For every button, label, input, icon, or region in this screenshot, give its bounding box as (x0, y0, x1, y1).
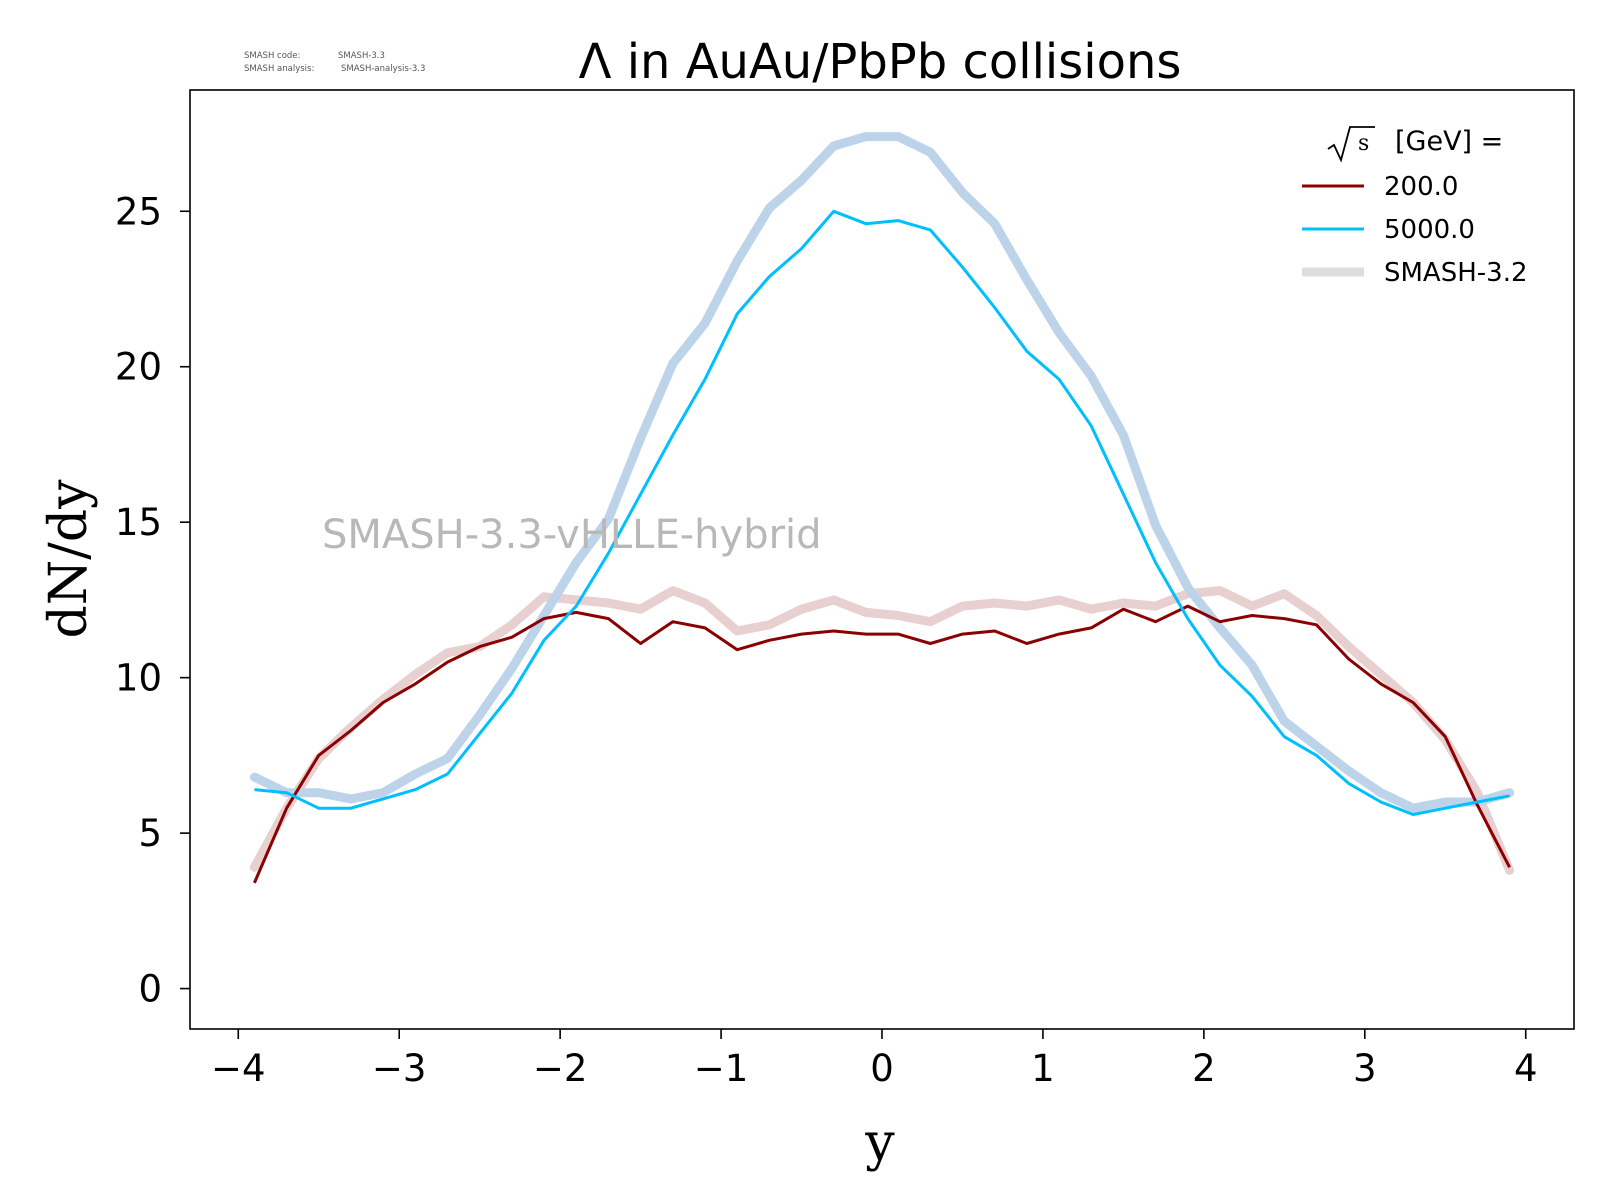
sqrt-symbol-icon (1327, 126, 1375, 163)
x-axis: −4 −3 −2 −1 0 1 2 3 4 (211, 1029, 1537, 1090)
series-line-200-0 (253, 604, 1511, 884)
x-tick-label: 3 (1353, 1047, 1377, 1090)
chart-title: Λ in AuAu/PbPb collisions (579, 34, 1182, 90)
plot-frame (189, 89, 1575, 1030)
y-tick-label: 25 (115, 190, 162, 233)
x-tick-label: 2 (1192, 1047, 1216, 1090)
legend: s [GeV] = 200.0 5000.0 SMASH-3.2 (1302, 126, 1528, 288)
meta-code-value: SMASH-3.3 (338, 51, 385, 61)
legend-label: 5000.0 (1384, 215, 1475, 245)
y-tick-label: 0 (138, 968, 162, 1011)
x-tick-label: 0 (870, 1047, 894, 1090)
legend-title-sqrt-var: s (1358, 131, 1369, 156)
meta-analysis-value: SMASH-analysis-3.3 (341, 64, 425, 74)
reference-line-2 (249, 132, 1515, 813)
meta-analysis-label: SMASH analysis: (244, 64, 314, 74)
series-line-5000-0 (254, 209, 1510, 816)
y-tick-label: 15 (115, 501, 162, 544)
x-tick-label: −4 (211, 1047, 266, 1090)
x-tick-label: −2 (533, 1047, 588, 1090)
y-axis-label: dN/dy (39, 479, 99, 639)
y-axis: 0 5 10 15 20 25 (115, 190, 190, 1011)
watermark: SMASH-3.3-vHLLE-hybrid (322, 512, 822, 558)
y-tick-label: 20 (115, 346, 162, 389)
x-tick-label: −3 (372, 1047, 427, 1090)
legend-label: SMASH-3.2 (1384, 258, 1528, 288)
x-axis-label: y (864, 1113, 895, 1173)
smash-meta: SMASH code: SMASH-3.3 SMASH analysis: SM… (244, 51, 425, 74)
legend-title: s [GeV] = (1327, 126, 1503, 163)
reference-line-1 (249, 586, 1515, 875)
y-tick-label: 5 (138, 812, 162, 855)
y-tick-label: 10 (115, 657, 162, 700)
x-tick-label: −1 (694, 1047, 749, 1090)
meta-code-label: SMASH code: (244, 51, 300, 61)
x-tick-label: 1 (1031, 1047, 1055, 1090)
series-layer (249, 132, 1515, 884)
legend-title-text: [GeV] = (1395, 126, 1503, 157)
legend-label: 200.0 (1384, 172, 1458, 202)
x-tick-label: 4 (1514, 1047, 1538, 1090)
